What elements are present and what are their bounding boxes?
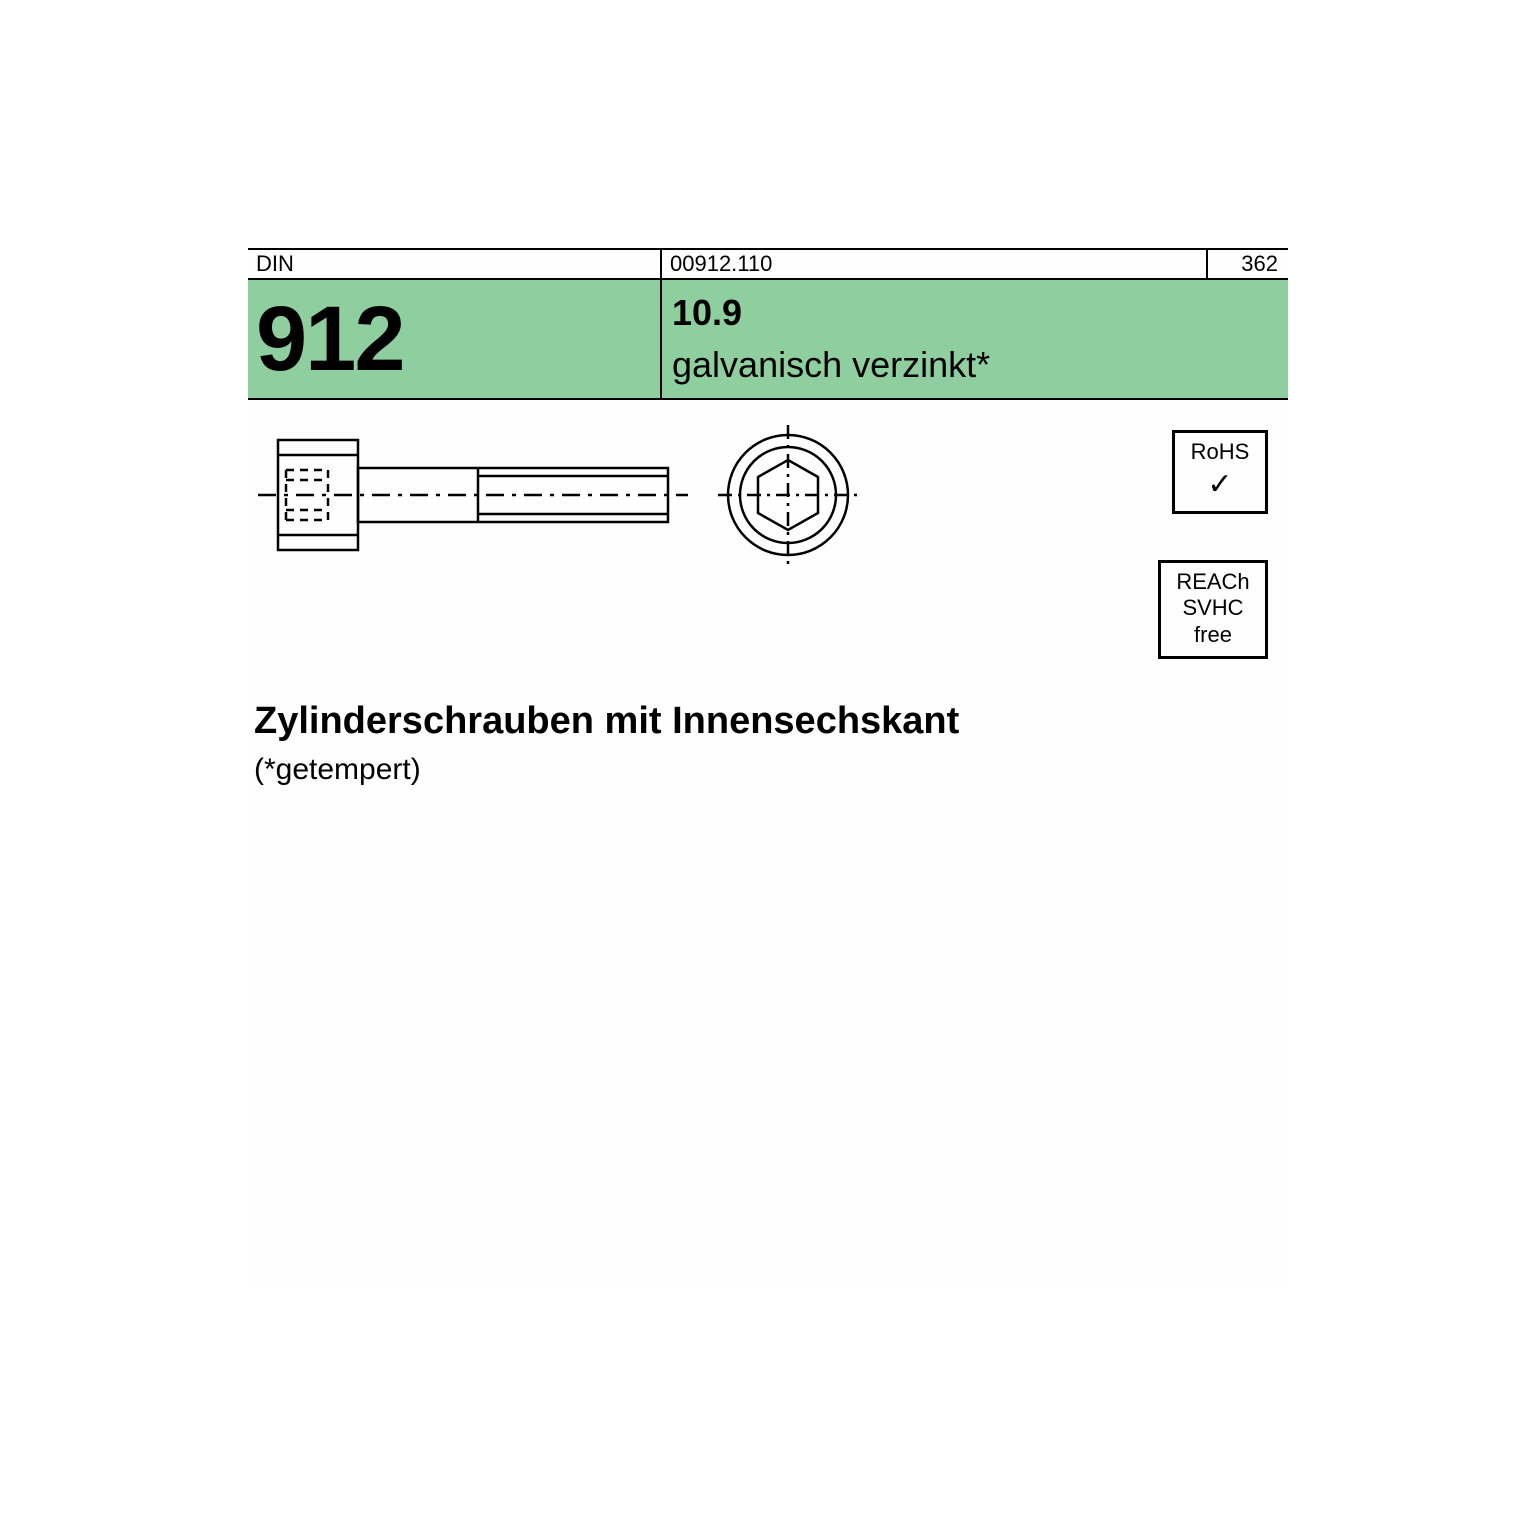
diagram-area: RoHS ✓ REACh SVHC free: [248, 400, 1288, 700]
din-number-cell: 912: [248, 280, 662, 398]
product-note: (*getempert): [254, 753, 1288, 787]
reach-line2: SVHC: [1169, 595, 1257, 621]
din-number: 912: [256, 287, 404, 392]
reach-badge: REACh SVHC free: [1158, 560, 1268, 659]
screw-diagram-icon: [248, 400, 948, 620]
check-icon: ✓: [1183, 467, 1257, 503]
spec-details-cell: 10.9 galvanisch verzinkt*: [662, 280, 1288, 398]
rohs-badge: RoHS ✓: [1172, 430, 1268, 514]
header-page-number: 362: [1208, 250, 1288, 278]
header-row: DIN 00912.110 362: [248, 248, 1288, 280]
header-code: 00912.110: [662, 250, 1208, 278]
header-din-label: DIN: [248, 250, 662, 278]
surface-finish: galvanisch verzinkt*: [672, 344, 1288, 386]
product-title: Zylinderschrauben mit Innensechskant: [254, 700, 1288, 743]
reach-line3: free: [1169, 622, 1257, 648]
title-block: Zylinderschrauben mit Innensechskant (*g…: [248, 700, 1288, 787]
spec-card: DIN 00912.110 362 912 10.9 galvanisch ve…: [248, 248, 1288, 1288]
reach-line1: REACh: [1169, 569, 1257, 595]
spec-banner: 912 10.9 galvanisch verzinkt*: [248, 280, 1288, 400]
rohs-label: RoHS: [1191, 439, 1250, 464]
strength-grade: 10.9: [672, 292, 1288, 334]
